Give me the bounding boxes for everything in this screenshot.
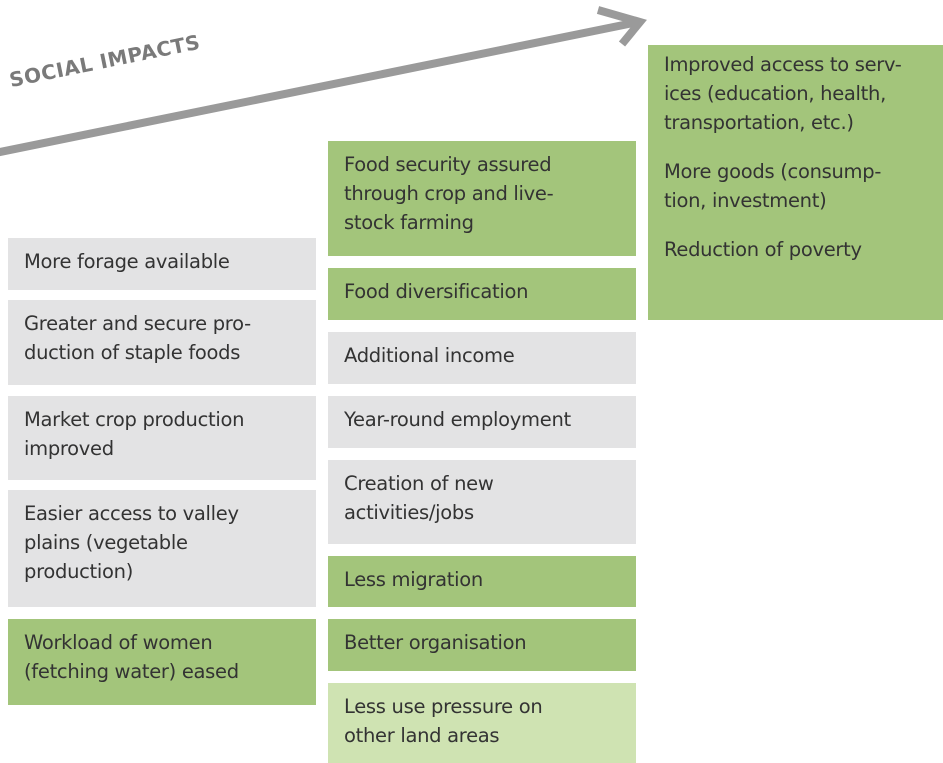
box-text: Improved access to serv- [664, 53, 902, 76]
impact-box: Greater and secure pro-duction of staple… [8, 300, 316, 385]
box-text: More forage available [24, 250, 230, 273]
box-text: through crop and live- [344, 182, 554, 205]
impact-box: Food security assured through crop and li… [328, 141, 636, 256]
impact-box: Additional income [328, 332, 636, 384]
box-text: Year-round employment [344, 408, 571, 431]
box-text: stock farming [344, 211, 474, 234]
box-text: (fetching water) eased [24, 660, 239, 683]
box-text: Workload of women [24, 631, 213, 654]
box-text: Food security assured [344, 153, 552, 176]
box-text: production) [24, 560, 134, 583]
box-text [664, 215, 927, 235]
box-text: activities/jobs [344, 501, 474, 524]
impact-box: Workload of women (fetching water) eased [8, 619, 316, 705]
impact-box: Food diversification [328, 268, 636, 320]
box-text: More goods (consump- [664, 160, 882, 183]
impact-box: Less migration [328, 556, 636, 607]
impact-box: Easier access to valley plains (vegetable… [8, 490, 316, 607]
box-text: improved [24, 437, 114, 460]
impact-box: Market crop production improved [8, 396, 316, 480]
box-text: Creation of new [344, 472, 494, 495]
box-text: duction of staple foods [24, 341, 241, 364]
impact-box: Better organisation [328, 619, 636, 671]
box-text: Food diversification [344, 280, 529, 303]
box-text: Less use pressure on [344, 695, 543, 718]
box-text: tion, investment) [664, 189, 827, 212]
box-text: Additional income [344, 344, 515, 367]
impact-box: Creation of new activities/jobs [328, 460, 636, 544]
box-text: transportation, etc.) [664, 111, 854, 134]
impact-box: Year-round employment [328, 396, 636, 448]
arrow-head [596, 6, 647, 47]
box-text: Better organisation [344, 631, 527, 654]
box-text: other land areas [344, 724, 500, 747]
impact-box: More forage available [8, 238, 316, 290]
box-text: Market crop production [24, 408, 245, 431]
box-text: Less migration [344, 568, 483, 591]
box-text: Reduction of poverty [664, 238, 862, 261]
box-text: ices (education, health, [664, 82, 886, 105]
impact-box: Less use pressure on other land areas [328, 683, 636, 763]
box-text: plains (vegetable [24, 531, 188, 554]
box-text [664, 137, 927, 157]
box-text: Easier access to valley [24, 502, 239, 525]
box-text: Greater and secure pro- [24, 312, 251, 335]
impact-box: Improved access to serv-ices (education,… [648, 45, 943, 320]
arrow-shaft [0, 18, 639, 157]
